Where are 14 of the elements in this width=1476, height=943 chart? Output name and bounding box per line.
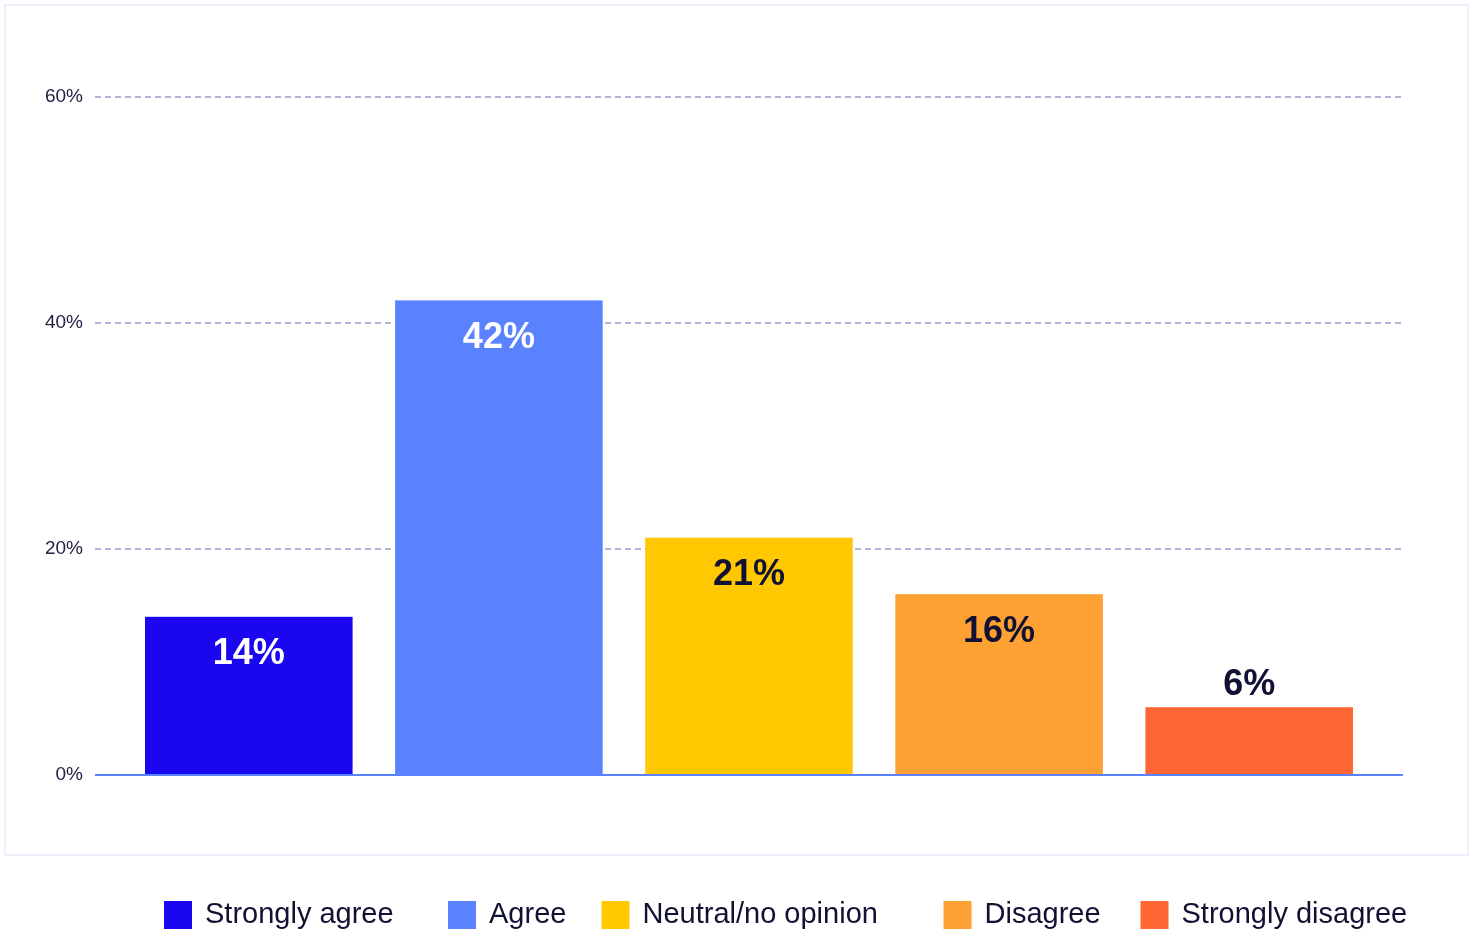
legend-label: Strongly disagree	[1181, 896, 1408, 929]
data-label: 6%	[1223, 662, 1276, 704]
legend-label: Agree	[489, 896, 567, 929]
legend-label: Neutral/no opinion	[642, 896, 878, 929]
data-label: 21%	[712, 552, 786, 594]
y-tick-label: 60%	[44, 85, 84, 107]
data-label: 14%	[212, 631, 285, 673]
data-label: 16%	[963, 608, 1036, 650]
y-tick-label: 0%	[55, 763, 84, 785]
y-tick-label: 20%	[44, 537, 84, 559]
legend-label: Disagree	[984, 896, 1101, 929]
legend-label: Strongly agree	[205, 896, 394, 929]
data-label: 42%	[462, 314, 535, 356]
y-tick-label: 40%	[44, 311, 84, 333]
